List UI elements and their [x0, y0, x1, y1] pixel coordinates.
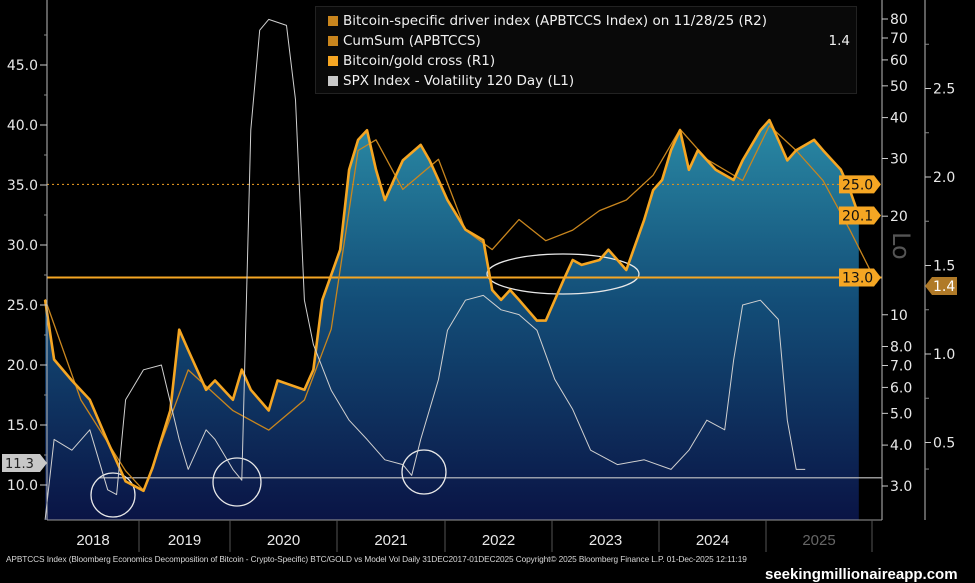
y-tick-label-r1: 4.0 — [890, 438, 912, 454]
x-tick-label: 2019 — [168, 532, 201, 549]
legend-swatch — [328, 76, 338, 86]
y-tick-label-r2: 1.5 — [933, 259, 955, 275]
legend-item: SPX Index - Volatility 120 Day (L1) — [328, 73, 574, 89]
watermark: seekingmillionaireapp.com — [765, 566, 958, 583]
y-tick-label-r1: 7.0 — [890, 358, 912, 374]
y-tick-label-r1: 60 — [890, 53, 908, 69]
y-tick-label-left: 25.0 — [7, 298, 38, 314]
y-tick-label-r1: 50 — [890, 79, 908, 95]
y-tick-label-r1: 70 — [890, 31, 908, 47]
y-tick-label-left: 15.0 — [7, 418, 38, 434]
axis-watermark: Lo — [887, 232, 915, 260]
x-tick-label: 2021 — [374, 532, 407, 549]
y-tick-label-left: 35.0 — [7, 178, 38, 194]
r2-last-tag-bg — [925, 277, 957, 295]
r2-last-tag: 1.4 — [933, 279, 955, 295]
y-tick-label-r1: 5.0 — [890, 406, 912, 422]
legend-label: CumSum (APBTCCS) — [343, 33, 481, 49]
y-tick-label-r1: 6.0 — [890, 380, 912, 396]
legend-value: 1.4 — [828, 33, 850, 49]
highlight-circle — [401, 449, 447, 495]
legend-item: CumSum (APBTCCS) — [328, 33, 481, 49]
x-tick-label: 2023 — [589, 532, 622, 549]
y-tick-label-r2: 2.0 — [933, 170, 955, 186]
r1-level-tag: 13.0 — [842, 270, 873, 286]
y-tick-label-left: 40.0 — [7, 118, 38, 134]
legend-swatch — [328, 16, 338, 26]
highlight-circle — [90, 472, 136, 518]
r1-level-tag: 25.0 — [842, 177, 873, 193]
y-tick-label-r1: 80 — [890, 12, 908, 28]
x-tick-label: 2024 — [696, 532, 729, 549]
legend-label: SPX Index - Volatility 120 Day (L1) — [343, 73, 575, 89]
y-tick-label-r1: 8.0 — [890, 340, 912, 356]
legend-item: Bitcoin/gold cross (R1) — [328, 53, 495, 69]
footer-source: APBTCCS Index (Bloomberg Economics Decom… — [6, 554, 747, 564]
y-tick-label-r2: 0.5 — [933, 436, 955, 452]
r1-level-tag-bg — [839, 175, 881, 194]
legend: Bitcoin-specific driver index (APBTCCS I… — [315, 6, 857, 94]
legend-item: Bitcoin-specific driver index (APBTCCS I… — [328, 13, 767, 29]
legend-label: Bitcoin-specific driver index (APBTCCS I… — [343, 13, 768, 29]
y-tick-label-left: 45.0 — [7, 58, 38, 74]
y-tick-label-left: 30.0 — [7, 238, 38, 254]
x-tick-label: 2022 — [482, 532, 515, 549]
y-tick-label-r2: 1.0 — [933, 347, 955, 363]
l1-last-tag-bg — [2, 454, 47, 472]
series-line — [44, 18, 806, 520]
y-tick-label-left: 10.0 — [7, 478, 38, 494]
y-tick-label-r2: 2.5 — [933, 82, 955, 98]
x-tick-label: 2018 — [76, 532, 109, 549]
legend-label: Bitcoin/gold cross (R1) — [343, 53, 496, 69]
y-tick-label-r1: 10 — [890, 308, 908, 324]
l1-last-tag: 11.3 — [5, 457, 34, 472]
r1-level-tag-bg — [839, 268, 881, 287]
r1-last-tag-bg — [839, 206, 881, 225]
r1-last-tag: 20.1 — [842, 208, 873, 224]
legend-swatch — [328, 36, 338, 46]
y-tick-label-r1: 20 — [890, 209, 908, 225]
highlight-ellipse — [486, 253, 640, 295]
highlight-circle — [212, 457, 262, 507]
y-tick-label-left: 20.0 — [7, 358, 38, 374]
x-tick-label: 2025 — [802, 532, 835, 549]
area-fill — [45, 120, 859, 520]
y-tick-label-r1: 30 — [890, 152, 908, 168]
y-tick-label-r1: 3.0 — [890, 479, 912, 495]
y-tick-label-r1: 40 — [890, 111, 908, 127]
legend-swatch — [328, 56, 338, 66]
x-tick-label: 2020 — [267, 532, 300, 549]
